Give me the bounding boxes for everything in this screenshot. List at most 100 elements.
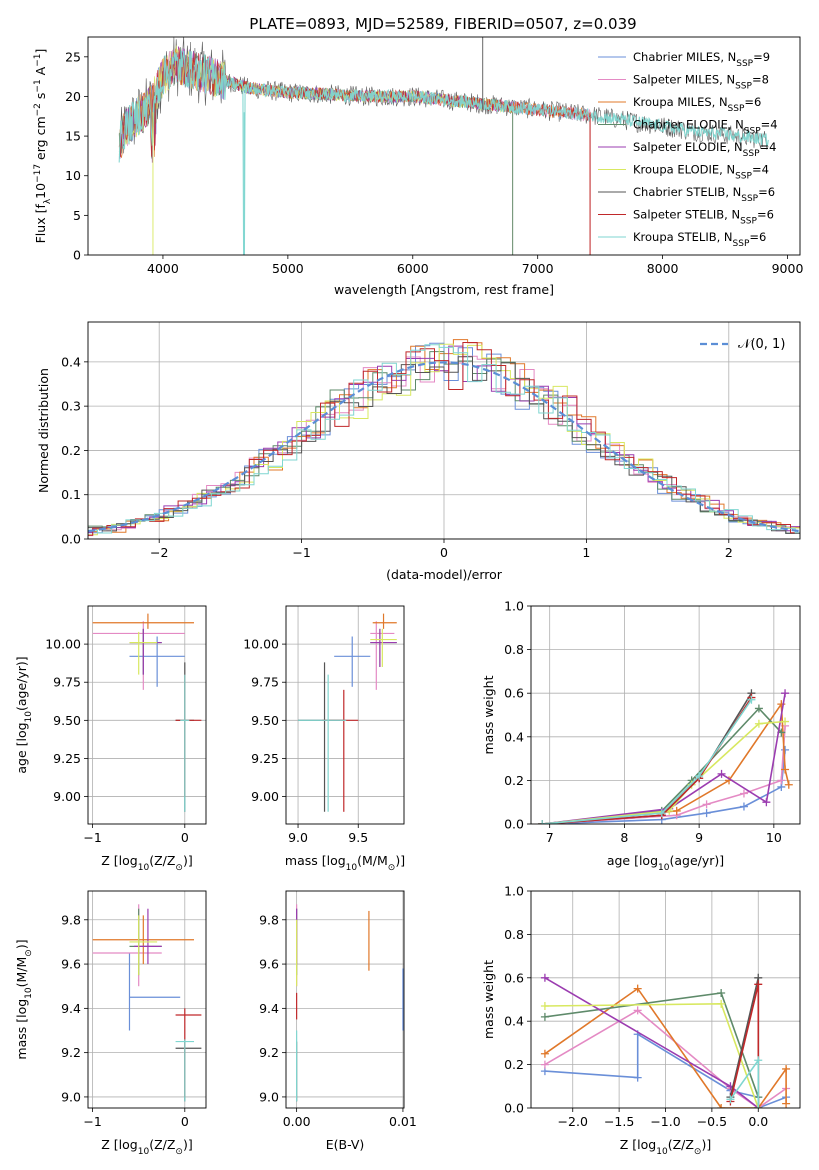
- legend-entry: Salpeter STELIB, NSSP=6: [633, 208, 774, 227]
- y-tick-label: 10: [65, 168, 81, 183]
- label-part: 10: [138, 1147, 150, 1157]
- label-part: mass weight: [481, 675, 496, 754]
- label-part: ⊙: [175, 1147, 183, 1157]
- label-part: SSP: [735, 82, 752, 92]
- legend-entry: Salpeter MILES, NSSP=8: [633, 73, 769, 92]
- weight-marker: [754, 719, 763, 728]
- x-axis-label: (data-model)/error: [386, 567, 503, 582]
- plot-area: [88, 322, 800, 539]
- y-tick-label: 0: [73, 248, 81, 263]
- y-tick-label: 9.4: [259, 1001, 279, 1016]
- x-tick-label: 9.0: [288, 830, 308, 845]
- axes-weight-vs-Z: −2.0 −1.5 −1.0 −0.5 0.0 0.0 0.2 0.4 0.6 0.8 1.0 Z […: [481, 884, 801, 1157]
- label-part: Chabrier ELODIE, N: [633, 118, 744, 132]
- histogram-series-6: [88, 356, 800, 537]
- label-part: SSP: [736, 59, 753, 69]
- label-part: 10: [24, 987, 34, 999]
- label-part: (data-model)/error: [386, 567, 503, 582]
- x-tick-label: −1.5: [604, 1114, 634, 1129]
- x-axis-label: Z [log10(Z/Z⊙)]: [101, 853, 192, 873]
- x-tick-label: −0.5: [697, 1114, 727, 1129]
- x-tick-label: 8000: [647, 261, 679, 276]
- weight-marker: [717, 1104, 726, 1108]
- weight-marker: [781, 689, 790, 698]
- label-part: Z [log: [620, 1137, 656, 1152]
- legend-entry: Kroupa STELIB, NSSP=6: [633, 230, 766, 249]
- x-tick-label: 2: [725, 545, 733, 560]
- x-tick-label: 0: [440, 545, 448, 560]
- weight-marker: [717, 988, 726, 997]
- figure-title: PLATE=0893, MJD=52589, FIBERID=0507, z=0…: [249, 15, 636, 33]
- y-axis-label: mass [log10(M/M⊙)]: [14, 939, 34, 1059]
- legend-entry: Chabrier ELODIE, NSSP=4: [633, 118, 778, 137]
- weight-marker: [695, 772, 704, 781]
- weight-marker: [754, 704, 763, 713]
- weight-marker: [672, 806, 681, 815]
- weight-marker: [762, 798, 771, 807]
- weight-line-8: [542, 699, 753, 824]
- axes-residuals: −2 −1 0 1 2 0.0 0.1 0.2 0.3 0.4 (data-model)/error…: [36, 321, 801, 582]
- x-tick-label: −1: [83, 830, 101, 845]
- label-part: SSP: [728, 104, 745, 114]
- label-part: −1: [33, 54, 43, 67]
- y-tick-label: 0.0: [504, 1101, 524, 1116]
- label-part: =6: [757, 208, 774, 222]
- label-part: age [log: [14, 722, 29, 773]
- axes-age-vs-mass: 9.0 9.5 9.00 9.25 9.50 9.75 10.00 mass [log10(M…: [243, 605, 405, 873]
- label-part: ⊙: [24, 949, 34, 957]
- label-part: λ: [43, 198, 53, 204]
- histogram-series-2: [88, 339, 800, 533]
- y-tick-label: 0.0: [61, 532, 81, 547]
- y-tick-label: 0.8: [504, 927, 524, 942]
- gaussian-curve: [88, 361, 800, 533]
- label-part: (M/M: [14, 957, 29, 988]
- weight-marker: [739, 789, 748, 798]
- plot-area: [286, 606, 404, 824]
- label-part: ⊙: [175, 863, 183, 873]
- x-axis-label: age [log10(age/yr)]: [607, 853, 724, 873]
- legend-entry: Chabrier MILES, NSSP=9: [633, 50, 770, 69]
- label-part: Chabrier MILES, N: [633, 50, 736, 64]
- y-tick-label: 9.0: [61, 1089, 81, 1104]
- y-tick-label: 0.4: [504, 729, 524, 744]
- x-tick-label: 9.5: [348, 830, 368, 845]
- axes-frame: [285, 890, 405, 1109]
- x-tick-label: −2: [150, 545, 168, 560]
- x-tick-label: 9000: [772, 261, 804, 276]
- spectrum-series-8: [118, 50, 769, 255]
- weight-line-2: [544, 987, 787, 1108]
- axes-frame: [87, 605, 207, 825]
- label-part: =6: [758, 185, 775, 199]
- y-tick-label: 0.4: [504, 1014, 524, 1029]
- label-part: SSP: [743, 149, 760, 159]
- label-part: )]: [701, 1137, 711, 1152]
- x-tick-label: 0: [181, 1114, 189, 1129]
- label-part: 10: [138, 863, 150, 873]
- label-part: ]: [33, 49, 48, 54]
- label-part: 10: [33, 183, 48, 199]
- legend-entry: Kroupa ELODIE, NSSP=4: [633, 163, 769, 182]
- label-part: −17: [33, 164, 43, 183]
- x-tick-label: −1: [292, 545, 310, 560]
- label-part: (age/yr)]: [14, 656, 29, 711]
- label-part: =4: [761, 118, 778, 132]
- y-tick-label: 9.50: [251, 713, 279, 728]
- label-part: Normed distribution: [36, 368, 51, 493]
- label-part: =6: [749, 230, 766, 244]
- label-part: Kroupa ELODIE, N: [633, 163, 735, 177]
- weight-marker: [784, 780, 793, 789]
- label-part: =8: [752, 73, 769, 87]
- axes-spectrum: 4000 5000 6000 7000 8000 9000 0 5 10 15 20 25 wavele…: [33, 36, 803, 297]
- label-part: Salpeter MILES, N: [633, 73, 735, 87]
- plot-area: [531, 891, 800, 1108]
- label-part: =9: [753, 50, 770, 64]
- y-tick-label: 5: [73, 208, 81, 223]
- label-part: Kroupa STELIB, N: [633, 230, 733, 244]
- x-tick-label: 8: [620, 830, 628, 845]
- y-tick-label: 10.00: [45, 637, 81, 652]
- y-tick-label: 9.2: [61, 1045, 81, 1060]
- weight-line-7: [542, 697, 753, 824]
- y-tick-label: 0.6: [504, 970, 524, 985]
- y-tick-label: 0.2: [504, 773, 524, 788]
